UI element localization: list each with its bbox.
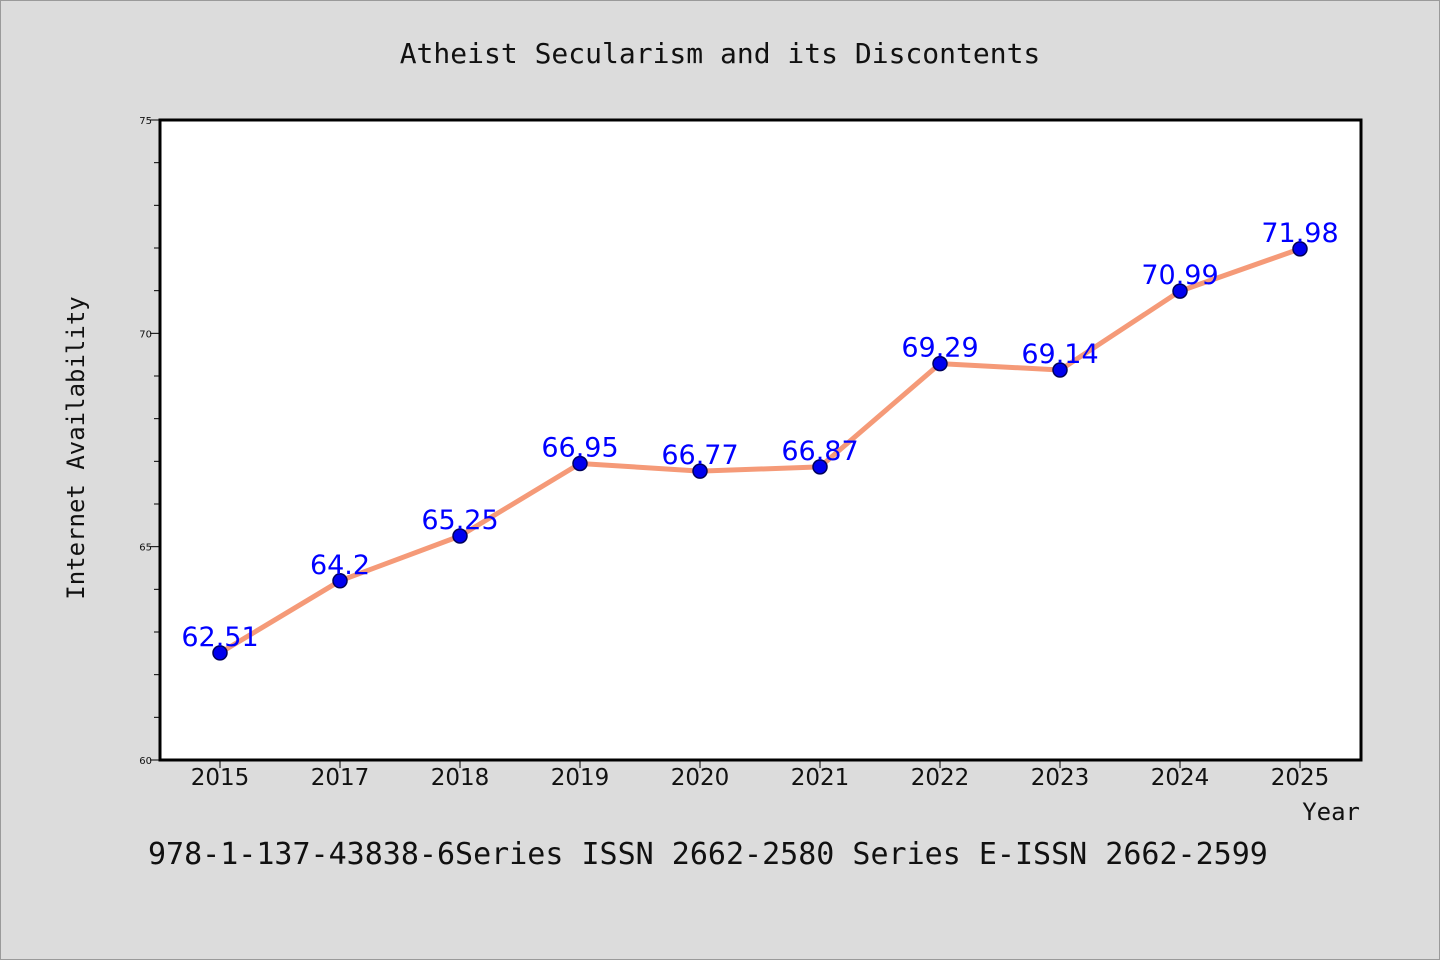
x-axis-label: Year <box>1302 798 1360 826</box>
y-tick-label: 60 <box>139 756 152 767</box>
x-tick-label: 2015 <box>191 765 250 791</box>
plot-area <box>158 118 1363 762</box>
data-label: 64.2 <box>310 550 370 581</box>
data-point <box>212 645 228 661</box>
data-label: 65.25 <box>421 505 498 536</box>
data-point <box>812 459 828 475</box>
data-point <box>692 463 708 479</box>
x-tick-label: 2019 <box>551 765 610 791</box>
data-label: 66.87 <box>781 436 858 467</box>
x-tick-label: 2017 <box>311 765 370 791</box>
data-label: 66.77 <box>661 440 738 471</box>
x-tick-label: 2025 <box>1271 765 1330 791</box>
y-tick-label: 70 <box>139 329 152 340</box>
data-label: 71.98 <box>1261 218 1338 249</box>
x-tick-label: 2023 <box>1031 765 1090 791</box>
data-point <box>932 355 948 372</box>
data-label: 62.51 <box>181 622 258 653</box>
x-tick-label: 2018 <box>431 765 490 791</box>
data-point <box>1052 362 1068 378</box>
y-tick-label: 75 <box>139 116 152 127</box>
y-axis: 60 65 70 75 <box>139 116 160 767</box>
chart-title: Atheist Secularism and its Discontents <box>400 37 1041 70</box>
data-point <box>572 455 588 472</box>
x-tick-label: 2021 <box>791 765 850 791</box>
data-label: 69.29 <box>901 333 978 364</box>
x-axis: 2015 2017 2018 2019 2020 2021 2022 2023 2024 2025 <box>191 760 1330 791</box>
x-tick-label: 2022 <box>911 765 970 791</box>
data-point <box>332 573 348 589</box>
data-label: 69.14 <box>1021 339 1098 370</box>
x-tick-label: 2024 <box>1151 765 1210 791</box>
data-points-group <box>212 241 1308 661</box>
data-point <box>452 528 468 544</box>
x-tick-label: 2020 <box>671 765 730 791</box>
data-label: 66.95 <box>541 432 618 463</box>
series-line <box>217 246 1303 656</box>
y-axis-label: Internet Availability <box>62 296 90 599</box>
footer-isbn-text: 978-1-137-43838-6Series ISSN 2662-2580 S… <box>148 837 1268 872</box>
data-labels-group: 62.51 64.2 65.25 66.95 66.77 66.87 69.29 69.14 7… <box>181 218 1338 653</box>
series-line-group <box>217 246 1303 656</box>
y-tick-label: 65 <box>139 543 152 554</box>
data-point <box>1172 283 1188 299</box>
data-label: 70.99 <box>1141 260 1218 291</box>
data-point <box>1292 241 1308 257</box>
